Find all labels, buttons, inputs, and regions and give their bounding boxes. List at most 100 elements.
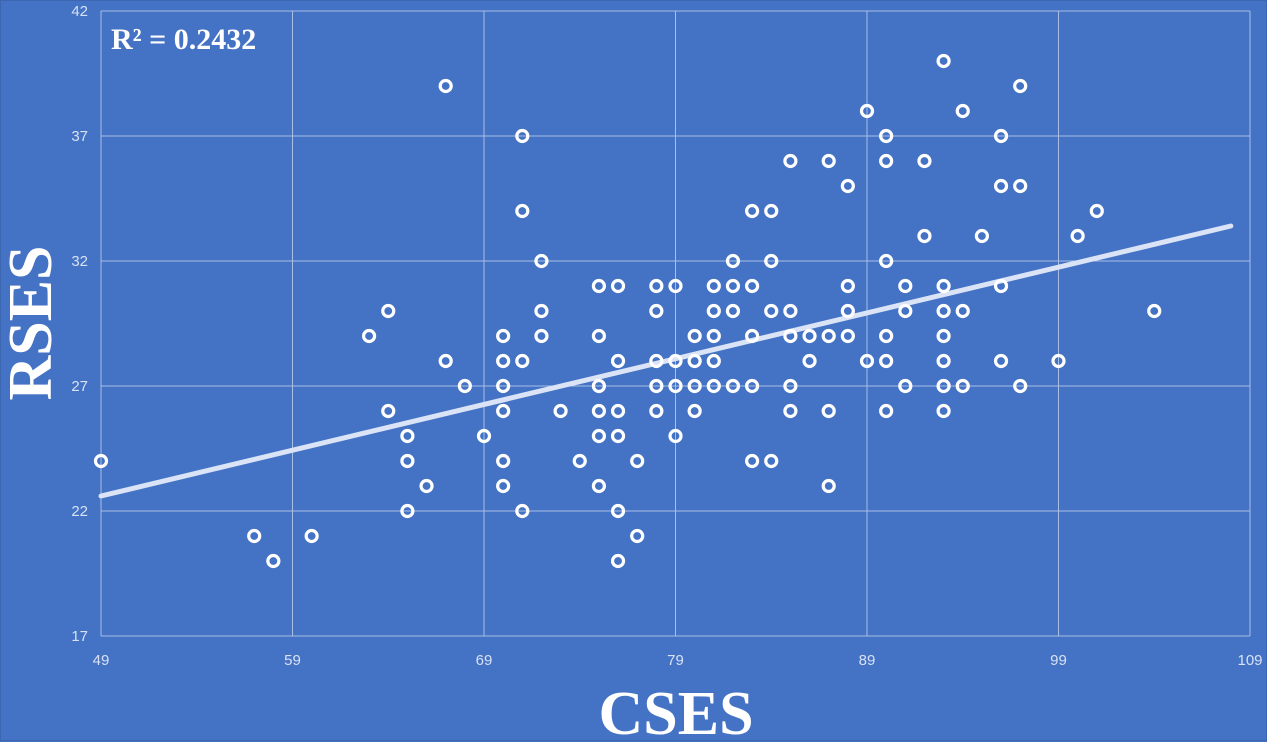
- data-point: [515, 203, 530, 219]
- data-point: [591, 278, 607, 294]
- data-point: [687, 353, 702, 369]
- data-point: [879, 353, 894, 369]
- data-point: [247, 528, 262, 544]
- data-point: [93, 453, 109, 469]
- data-point: [783, 328, 798, 344]
- data-point: [917, 228, 932, 244]
- y-tick-label: 42: [71, 3, 88, 20]
- data-point: [476, 428, 492, 444]
- tick-labels: 49 59 69 79 89 99 109 17 22 27 32 37 42: [71, 3, 1262, 669]
- data-point: [687, 378, 702, 394]
- data-point: [457, 378, 472, 394]
- data-point: [898, 278, 913, 294]
- data-point: [936, 353, 951, 369]
- data-point: [859, 103, 875, 119]
- data-point: [936, 278, 951, 294]
- data-point: [400, 428, 415, 444]
- data-point: [649, 353, 664, 369]
- data-point: [591, 378, 607, 394]
- data-point: [266, 553, 281, 569]
- data-point: [668, 428, 683, 444]
- data-point: [764, 303, 779, 319]
- data-point: [534, 253, 549, 269]
- data-point: [1013, 378, 1028, 394]
- data-point: [496, 453, 511, 469]
- data-point: [725, 303, 741, 319]
- data-point: [993, 178, 1009, 194]
- y-tick-label: 27: [71, 378, 88, 395]
- data-point: [591, 478, 607, 494]
- data-point: [879, 328, 894, 344]
- data-point: [419, 478, 434, 494]
- data-point: [706, 278, 721, 294]
- data-point: [687, 403, 702, 419]
- data-point: [610, 353, 626, 369]
- data-point: [668, 278, 683, 294]
- data-point: [610, 503, 626, 519]
- data-point: [783, 153, 798, 169]
- data-point: [649, 378, 664, 394]
- data-point: [783, 403, 798, 419]
- gridlines: [100, 10, 1251, 637]
- data-point: [515, 503, 530, 519]
- data-point: [802, 353, 817, 369]
- data-point: [936, 403, 951, 419]
- data-point: [764, 253, 779, 269]
- data-point: [744, 328, 760, 344]
- data-point: [496, 403, 511, 419]
- data-point: [706, 378, 721, 394]
- data-point: [649, 278, 664, 294]
- data-point: [610, 403, 626, 419]
- data-point: [610, 428, 626, 444]
- x-tick-label: 59: [284, 652, 301, 669]
- data-point: [534, 303, 549, 319]
- data-point: [879, 153, 894, 169]
- data-point: [515, 353, 530, 369]
- data-point: [917, 153, 932, 169]
- data-point: [304, 528, 319, 544]
- data-point: [993, 128, 1009, 144]
- x-axis-title: CSES: [598, 680, 753, 742]
- data-point: [496, 378, 511, 394]
- data-point: [821, 153, 836, 169]
- y-tick-label: 37: [71, 128, 88, 145]
- data-point: [687, 328, 702, 344]
- data-point: [725, 253, 741, 269]
- data-point: [1013, 78, 1028, 94]
- x-tick-label: 79: [667, 652, 684, 669]
- data-point: [630, 453, 645, 469]
- data-point: [879, 128, 894, 144]
- y-tick-label: 17: [71, 628, 88, 645]
- data-point: [744, 203, 760, 219]
- data-point: [534, 328, 549, 344]
- data-point: [955, 303, 970, 319]
- data-point: [438, 353, 453, 369]
- data-point: [438, 78, 453, 94]
- data-point: [1070, 228, 1085, 244]
- data-point: [591, 328, 607, 344]
- data-point: [974, 228, 990, 244]
- data-point: [840, 303, 855, 319]
- data-point: [764, 203, 779, 219]
- data-point: [706, 353, 721, 369]
- data-point: [400, 453, 415, 469]
- data-point: [936, 53, 951, 69]
- data-point: [362, 328, 377, 344]
- y-tick-label: 32: [71, 253, 88, 270]
- data-point: [610, 553, 626, 569]
- data-point: [725, 378, 741, 394]
- data-point: [821, 328, 836, 344]
- data-point: [1147, 303, 1162, 319]
- data-point: [955, 378, 970, 394]
- data-points: [93, 53, 1162, 569]
- data-point: [381, 403, 396, 419]
- data-point: [898, 378, 913, 394]
- data-point: [630, 528, 645, 544]
- data-point: [496, 478, 511, 494]
- data-point: [821, 478, 836, 494]
- data-point: [821, 403, 836, 419]
- data-point: [668, 353, 683, 369]
- data-point: [1013, 178, 1028, 194]
- data-point: [879, 403, 894, 419]
